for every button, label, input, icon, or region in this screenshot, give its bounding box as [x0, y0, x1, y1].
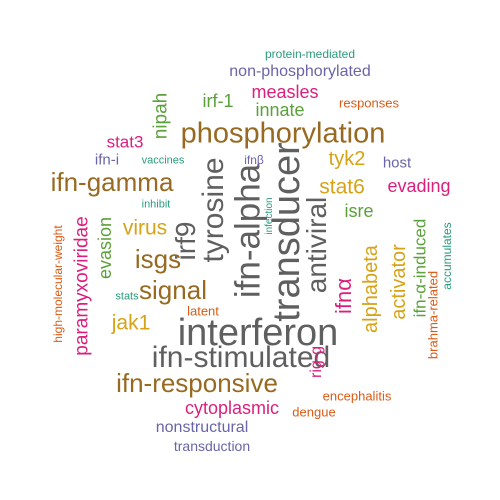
word-irf-1: irf-1 — [202, 91, 234, 111]
word-stat6: stat6 — [319, 175, 365, 199]
word-ifn-alpha: ifn-alpha — [228, 163, 268, 299]
word-cytoplasmic: cytoplasmic — [184, 398, 280, 418]
word-ifna: ifnα — [331, 278, 356, 314]
word-accumulates: accumulates — [440, 222, 454, 290]
word-stat3: stat3 — [106, 132, 144, 152]
word-interferon: interferon — [177, 312, 339, 354]
word-brahma-related: brahma-related — [425, 270, 441, 360]
word-stats: stats — [115, 290, 139, 303]
word-ifn-i: ifn-i — [94, 151, 120, 169]
word-ifn-responsive: ifn-responsive — [116, 368, 278, 398]
word-latent: latent — [187, 303, 219, 319]
word-high-molecular-weight: high-molecular-weight — [51, 225, 65, 343]
word-encephalitis: encephalitis — [322, 388, 392, 404]
word-host: host — [382, 154, 412, 172]
word-ifn-gamma: ifn-gamma — [50, 167, 174, 197]
word-inhibit: inhibit — [141, 198, 171, 211]
word-activator: activator — [388, 244, 410, 320]
word-alphabeta: alphabeta — [360, 245, 382, 333]
word-evading: evading — [387, 176, 451, 196]
word-jak1: jak1 — [111, 311, 151, 335]
word-nipah: nipah — [150, 92, 172, 140]
word-paramyxoviridae: paramyxoviridae — [71, 216, 93, 356]
word-responses: responses — [339, 95, 399, 111]
word-protein-mediated: protein-mediated — [264, 47, 356, 61]
word-isgs: isgs — [134, 244, 182, 274]
word-non-phosphorylated: non-phosphorylated — [229, 63, 371, 80]
word-dengue: dengue — [292, 404, 336, 420]
word-virus: virus — [122, 216, 168, 240]
word-evasion: evasion — [95, 216, 115, 280]
word-phosphorylation: phosphorylation — [180, 117, 386, 150]
word-infection: infection — [264, 197, 275, 235]
word-tyk2: tyk2 — [328, 148, 366, 170]
word-measles: measles — [251, 82, 319, 102]
word-vaccines: vaccines — [141, 154, 185, 167]
word-innate: innate — [255, 100, 305, 120]
word-tyrosine: tyrosine — [197, 157, 230, 263]
word-transduction: transduction — [173, 438, 251, 454]
word-signal: signal — [139, 275, 207, 305]
word-nonstructural: nonstructural — [155, 419, 249, 436]
word-ifnb: ifnβ — [244, 153, 264, 167]
word-ifn-stimulated: ifn-stimulated — [151, 341, 331, 374]
word-rig-g: rig-g — [308, 345, 325, 379]
word-isre: isre — [344, 201, 374, 221]
word-antiviral: antiviral — [301, 196, 332, 294]
